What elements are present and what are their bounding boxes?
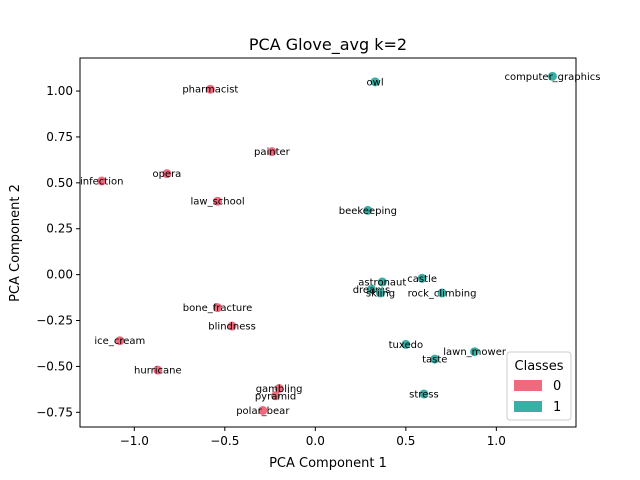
legend: Classes 0 1 [506,351,572,421]
point-label: computer_graphics [504,72,600,83]
point-label: stress [409,389,439,400]
x-tick-label: −1.0 [120,434,149,448]
y-tick-label: 1.00 [46,84,73,98]
point-label: tuxedo [389,340,424,351]
x-axis-label: PCA Component 1 [269,456,387,471]
legend-entry-label: 0 [553,379,561,394]
x-tick-label: 0.0 [306,434,325,448]
data-point-class-0 [162,169,172,179]
data-point-class-0 [227,321,237,331]
point-label: astronaut [358,277,406,288]
point-label: pharmacist [182,85,238,96]
y-tick-label: 0.50 [46,176,73,190]
data-point-class-1 [547,71,557,81]
legend-swatch-class-0 [514,380,542,391]
data-point-class-0 [258,405,268,415]
data-point-class-1 [377,277,387,287]
point-label: beekeeping [339,206,397,217]
axes-frame [79,57,577,428]
x-tick-label: 1.0 [487,434,506,448]
point-label: lawn_mower [443,347,507,358]
data-point-class-1 [401,339,411,349]
y-tick-label: −0.50 [36,359,73,373]
y-tick-label: 0.25 [46,222,73,236]
data-point-class-0 [267,147,277,157]
y-tick-label: 0.75 [46,130,73,144]
data-point-class-1 [370,77,380,87]
point-label: hurricane [134,366,182,377]
point-label: blindness [208,322,256,333]
y-axis-label: PCA Component 2 [8,184,23,302]
point-label: rock_climbing [408,288,477,299]
data-point-class-0 [205,84,215,94]
data-point-class-1 [470,347,480,357]
data-point-class-1 [363,205,373,215]
point-label: taste [422,355,447,366]
data-point-class-1 [417,273,427,283]
point-label: bone_fracture [183,303,253,314]
data-point-class-0 [213,303,223,313]
chart-title: PCA Glove_avg k=2 [249,35,407,55]
y-tick-label: 0.00 [46,268,73,282]
x-tick-label: 0.5 [396,434,415,448]
point-label: skiing [366,288,395,299]
data-point-class-1 [375,288,385,298]
point-label: dreams [353,285,390,296]
plot-area: −1.0 −0.5 0.0 0.5 1.0 −0.75 −0.50 −0.25 0.00 0.25… [36,57,600,448]
point-label: pyramid [255,391,296,402]
point-label: law_school [190,197,244,208]
point-label: owl [367,77,384,88]
data-point-class-1 [430,354,440,364]
y-tick-label: −0.75 [36,405,73,419]
point-label: castle [407,274,437,285]
data-point-class-0 [115,336,125,346]
x-tick-label: −0.5 [210,434,239,448]
point-label: infection [80,177,123,188]
point-label: ice_cream [94,336,145,347]
data-point-class-0 [97,176,107,186]
legend-entry-label: 1 [553,400,561,415]
point-label: polar_bear [236,406,290,417]
point-label: gambling [256,384,303,395]
data-point-class-0 [271,391,281,401]
point-label: opera [152,169,181,180]
legend-swatch-class-1 [514,401,542,412]
point-label: painter [254,147,291,158]
legend-title: Classes [515,359,564,374]
data-point-class-1 [366,284,376,294]
data-point-class-0 [274,383,284,393]
data-point-class-0 [213,196,223,206]
data-point-class-0 [153,365,163,375]
data-point-class-1 [419,389,429,399]
data-point-class-1 [437,288,447,298]
y-tick-label: −0.25 [36,314,73,328]
